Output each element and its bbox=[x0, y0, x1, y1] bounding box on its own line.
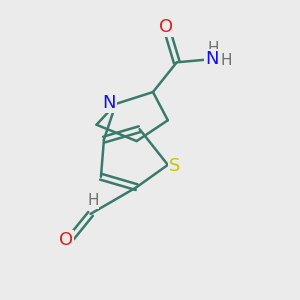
Text: H: H bbox=[207, 41, 219, 56]
Text: O: O bbox=[159, 18, 173, 36]
Text: S: S bbox=[169, 157, 180, 175]
Text: N: N bbox=[103, 94, 116, 112]
Text: O: O bbox=[59, 231, 73, 249]
Text: H: H bbox=[87, 193, 99, 208]
Text: H: H bbox=[220, 53, 232, 68]
Text: N: N bbox=[205, 50, 219, 68]
